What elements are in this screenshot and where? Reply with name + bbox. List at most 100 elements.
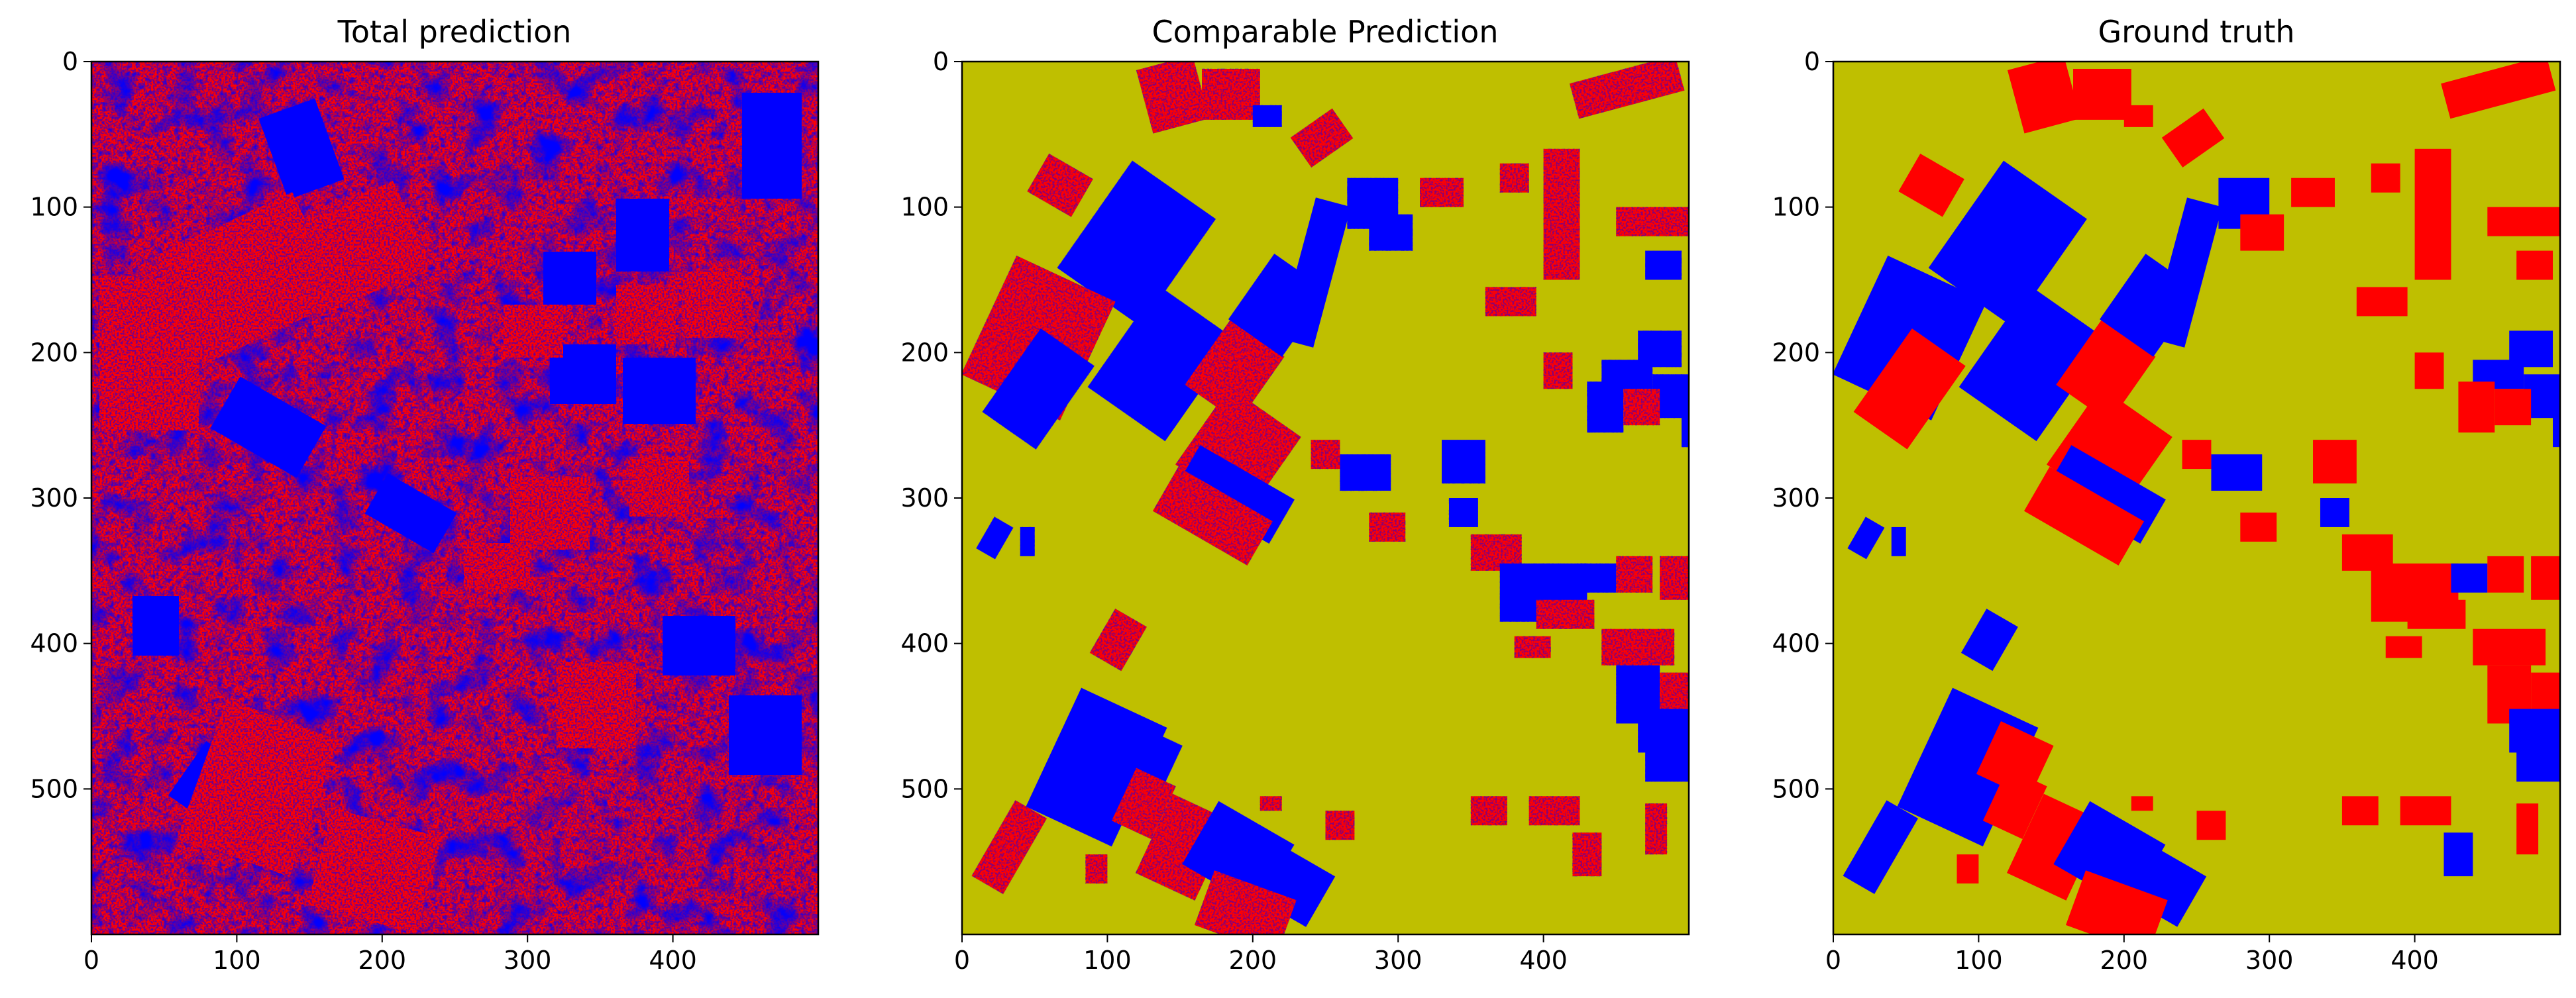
y-tick-label: 0 xyxy=(62,47,78,76)
parcel-speckle xyxy=(1290,108,1354,168)
parcel xyxy=(2516,803,2539,855)
chart-title: Comparable Prediction xyxy=(1152,14,1499,50)
y-axis: 0 100 200 300 400 500 xyxy=(900,47,962,803)
panel-comparable-prediction: Comparable Prediction 0 100 200 300 400 0 100… xyxy=(900,14,1690,975)
parcel xyxy=(2441,62,2556,119)
parcel xyxy=(2516,250,2553,280)
parcel-speckle xyxy=(1485,287,1536,317)
parcel xyxy=(1898,153,1964,217)
parcel xyxy=(2443,832,2473,877)
parcel xyxy=(2240,214,2284,251)
x-tick-label: 300 xyxy=(504,946,552,975)
parcel xyxy=(2313,440,2357,484)
parcel-speckle xyxy=(1616,556,1653,593)
parcel-speckle xyxy=(1529,796,1580,826)
parcel-speckle xyxy=(1311,440,1340,470)
y-tick-label: 0 xyxy=(933,47,949,76)
chart-title: Ground truth xyxy=(2098,14,2294,50)
parcel-speckle xyxy=(1136,62,1210,134)
parcel xyxy=(2196,811,2226,840)
parcel xyxy=(1976,721,2054,799)
parcel xyxy=(2182,440,2212,470)
parcel xyxy=(1853,328,1966,450)
parcel-speckle xyxy=(1111,768,1176,840)
parcel-speckle xyxy=(1660,556,1689,600)
parcel-speckle xyxy=(1252,105,1282,127)
x-tick-label: 100 xyxy=(213,946,261,975)
y-axis: 0 100 200 300 400 500 xyxy=(1772,47,1833,803)
parcel xyxy=(2161,108,2225,168)
parcel xyxy=(2007,62,2081,134)
parcel-speckle xyxy=(1645,745,1689,782)
parcel xyxy=(2473,628,2546,666)
parcel xyxy=(2114,840,2207,927)
parcel xyxy=(1928,160,2087,326)
parcel-speckle xyxy=(1470,796,1507,826)
y-tick-label: 500 xyxy=(30,774,78,803)
parcel-speckle xyxy=(1020,526,1035,556)
y-tick-label: 400 xyxy=(1772,629,1820,658)
parcel xyxy=(2211,454,2263,491)
parcel xyxy=(2487,207,2560,236)
parcel xyxy=(2023,467,2144,566)
parcel-speckle xyxy=(1616,207,1689,236)
y-tick-label: 300 xyxy=(1772,483,1820,513)
parcel xyxy=(2320,498,2349,527)
parcel xyxy=(2131,796,2153,811)
parcel xyxy=(2414,148,2451,280)
parcel xyxy=(1843,800,1919,894)
parcel-speckle xyxy=(1623,389,1660,426)
parcel xyxy=(2240,512,2277,542)
heatmap-image xyxy=(1833,62,2560,934)
x-tick-label: 200 xyxy=(1229,946,1277,975)
y-tick-label: 0 xyxy=(1804,47,1820,76)
parcel xyxy=(2400,796,2451,826)
parcel xyxy=(2073,68,2131,120)
y-tick-label: 500 xyxy=(900,774,949,803)
x-tick-label: 200 xyxy=(2100,946,2149,975)
parcel-speckle xyxy=(982,328,1095,450)
y-tick-label: 200 xyxy=(30,338,78,367)
parcel-speckle xyxy=(1580,563,1617,593)
parcel xyxy=(1847,517,1885,560)
y-tick-label: 300 xyxy=(900,483,949,513)
parcel-speckle xyxy=(1085,854,1108,884)
parcel xyxy=(2451,563,2488,593)
parcel-speckle xyxy=(971,800,1047,894)
parcel xyxy=(1982,768,2047,840)
parcel-speckle xyxy=(1499,163,1529,193)
x-tick-label: 0 xyxy=(1825,946,1841,975)
parcel xyxy=(2149,197,2222,348)
parcel-speckle xyxy=(1057,160,1216,326)
panel-ground-truth: Ground truth 0 100 200 300 400 0 100 200 300 400… xyxy=(1772,14,2561,975)
parcel xyxy=(2371,163,2400,193)
y-tick-label: 100 xyxy=(30,193,78,222)
x-axis: 0 100 200 300 400 xyxy=(83,934,697,975)
y-tick-label: 200 xyxy=(900,338,949,367)
parcel-speckle xyxy=(1369,214,1413,251)
parcel-speckle xyxy=(1278,197,1351,348)
chart-title: Total prediction xyxy=(337,14,572,50)
x-tick-label: 0 xyxy=(954,946,970,975)
parcel-speckle xyxy=(1570,62,1685,119)
parcel xyxy=(2385,636,2422,658)
parcel-speckle xyxy=(1572,832,1602,877)
parcel xyxy=(1959,285,2108,442)
y-tick-label: 400 xyxy=(900,629,949,658)
y-tick-label: 300 xyxy=(30,483,78,513)
y-axis: 0 100 200 300 400 500 xyxy=(30,47,91,803)
parcel-speckle xyxy=(1340,454,1391,491)
heatmap-image xyxy=(962,62,1689,934)
y-tick-label: 500 xyxy=(1772,774,1820,803)
parcel xyxy=(1891,526,1906,556)
parcel xyxy=(2495,389,2532,426)
parcel-speckle xyxy=(1587,381,1624,433)
parcel-speckle xyxy=(1514,636,1551,658)
parcel-speckle xyxy=(1185,319,1285,423)
parcel xyxy=(2291,177,2335,207)
parcel-speckle xyxy=(1104,721,1183,799)
parcel-speckle xyxy=(1243,840,1336,927)
x-tick-label: 200 xyxy=(358,946,407,975)
parcel-speckle xyxy=(1202,68,1260,120)
x-tick-label: 300 xyxy=(1374,946,1422,975)
